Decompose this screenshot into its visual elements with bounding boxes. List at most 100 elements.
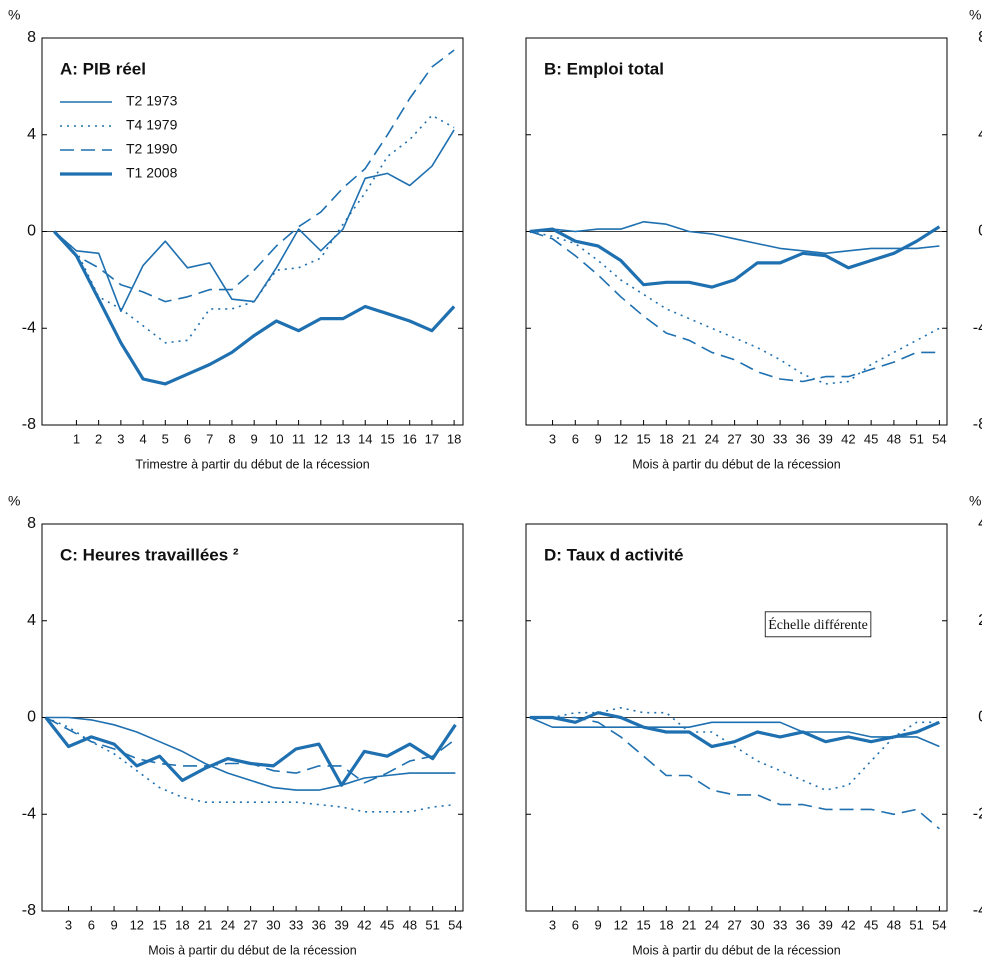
x-tick-label: 36 (796, 917, 810, 932)
annotation: Échelle différente (768, 616, 868, 633)
x-tick-label: 24 (221, 917, 235, 932)
legend-label: T2 1973 (126, 93, 178, 109)
x-tick-label: 10 (269, 431, 283, 446)
x-tick-label: 30 (266, 917, 280, 932)
x-tick-label: 13 (336, 431, 350, 446)
x-tick-label: 48 (403, 917, 417, 932)
panel-title: A: PIB réel (60, 59, 146, 78)
x-tick-label: 45 (380, 917, 394, 932)
y-tick-label: 8 (27, 515, 36, 532)
x-tick-label: 21 (198, 917, 212, 932)
x-tick-label: 24 (705, 917, 719, 932)
x-tick-label: 45 (864, 431, 878, 446)
y-tick-label: 0 (27, 709, 36, 726)
x-tick-label: 33 (289, 917, 303, 932)
x-tick-label: 21 (682, 431, 696, 446)
x-tick-label: 24 (705, 431, 719, 446)
series-line (529, 707, 940, 791)
x-tick-label: 12 (614, 917, 628, 932)
y-tick-label: -8 (22, 902, 36, 919)
y-unit: % (969, 493, 981, 509)
x-tick-label: 15 (636, 431, 650, 446)
x-tick-label: 51 (909, 431, 923, 446)
x-axis-label: Mois à partir du début de la récession (632, 943, 840, 957)
x-tick-label: 16 (402, 431, 416, 446)
x-tick-label: 12 (614, 431, 628, 446)
y-tick-label: 0 (27, 223, 36, 240)
y-tick-label: 0 (978, 223, 982, 240)
series-line (529, 716, 940, 748)
x-tick-label: 12 (314, 431, 328, 446)
x-tick-label: 18 (659, 431, 673, 446)
x-tick-label: 45 (864, 917, 878, 932)
y-tick-label: 8 (27, 29, 36, 46)
y-unit: % (8, 493, 20, 509)
x-tick-label: 39 (334, 917, 348, 932)
y-unit: % (969, 7, 981, 23)
x-tick-label: 18 (175, 917, 189, 932)
x-tick-label: 54 (448, 917, 462, 932)
y-tick-label: 2 (978, 612, 982, 629)
x-tick-label: 6 (572, 917, 579, 932)
panel-title: C: Heures travaillées ² (60, 545, 239, 564)
x-tick-label: 12 (130, 917, 144, 932)
x-tick-label: 27 (727, 917, 741, 932)
panel-title: B: Emploi total (544, 59, 664, 78)
y-unit: % (8, 7, 20, 23)
x-tick-label: 11 (292, 431, 306, 446)
x-tick-label: 7 (206, 431, 213, 446)
x-tick-label: 3 (549, 917, 556, 932)
x-tick-label: 15 (380, 431, 394, 446)
x-tick-label: 33 (773, 917, 787, 932)
series-line (529, 230, 940, 385)
panel-title: D: Taux d activité (544, 545, 684, 564)
x-tick-label: 6 (572, 431, 579, 446)
series-line (529, 230, 940, 383)
series-line (529, 221, 940, 255)
y-tick-label: 8 (978, 29, 982, 46)
x-tick-label: 48 (887, 917, 901, 932)
y-tick-label: -4 (22, 805, 36, 822)
x-tick-label: 51 (909, 917, 923, 932)
x-tick-label: 18 (447, 431, 461, 446)
x-tick-label: 48 (887, 431, 901, 446)
legend-label: T1 2008 (126, 165, 178, 181)
y-tick-label: 4 (27, 612, 36, 629)
x-tick-label: 15 (636, 917, 650, 932)
x-tick-label: 2 (95, 431, 102, 446)
series-line (529, 716, 940, 830)
x-tick-label: 39 (818, 431, 832, 446)
x-tick-label: 36 (796, 431, 810, 446)
x-tick-label: 54 (932, 917, 946, 932)
x-tick-label: 42 (357, 917, 371, 932)
x-tick-label: 3 (549, 431, 556, 446)
x-tick-label: 27 (727, 431, 741, 446)
legend-label: T4 1979 (126, 117, 178, 133)
x-tick-label: 3 (65, 917, 72, 932)
x-tick-label: 21 (682, 917, 696, 932)
x-axis-label: Trimestre à partir du début de la récess… (135, 457, 369, 471)
y-tick-label: -4 (973, 319, 982, 336)
x-tick-label: 6 (88, 917, 95, 932)
series-line (53, 230, 456, 386)
y-tick-label: 4 (27, 126, 36, 143)
x-tick-label: 8 (228, 431, 235, 446)
x-tick-label: 18 (659, 917, 673, 932)
y-tick-label: -8 (973, 416, 982, 433)
x-tick-label: 17 (425, 431, 439, 446)
series-line (529, 225, 941, 289)
series-line (529, 711, 941, 749)
x-tick-label: 9 (251, 431, 258, 446)
series-line (45, 716, 456, 784)
legend-label: T2 1990 (126, 141, 178, 157)
x-tick-label: 27 (243, 917, 257, 932)
x-tick-label: 51 (425, 917, 439, 932)
x-tick-label: 5 (162, 431, 169, 446)
x-tick-label: 6 (184, 431, 191, 446)
x-tick-label: 36 (312, 917, 326, 932)
annotation-box (764, 611, 872, 638)
x-tick-label: 3 (117, 431, 124, 446)
x-tick-label: 9 (110, 917, 117, 932)
y-tick-label: 0 (978, 709, 982, 726)
